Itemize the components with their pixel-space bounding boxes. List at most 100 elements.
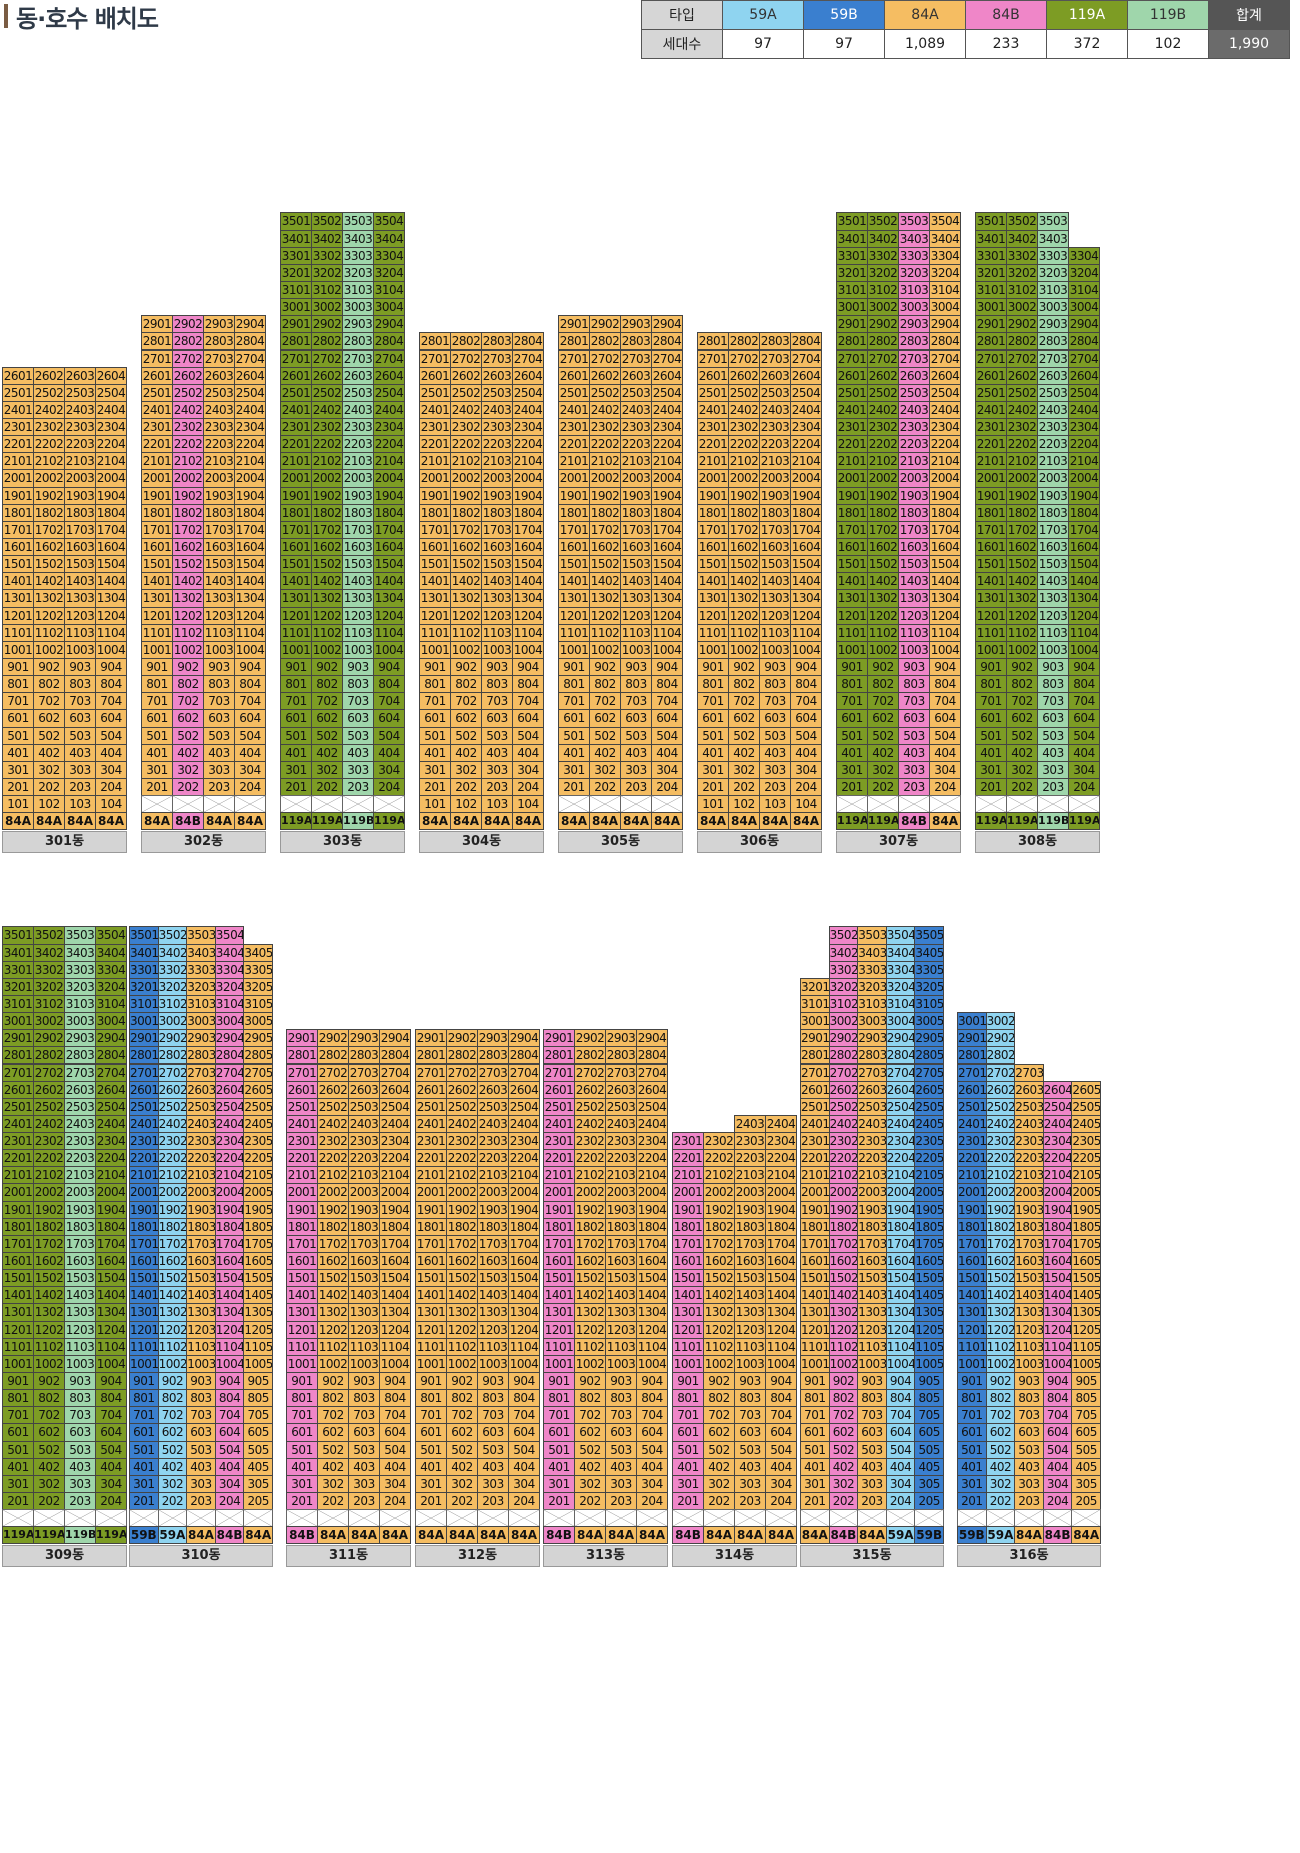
unit-cell: 1301 xyxy=(800,1303,830,1322)
unit-cell: 2402 xyxy=(311,400,343,420)
pilotis-cell xyxy=(446,1509,478,1528)
unit-cell: 1902 xyxy=(446,1200,478,1219)
unit-cell: 1201 xyxy=(129,1320,159,1339)
unit-cell: 504 xyxy=(95,726,127,745)
unit-cell: 1601 xyxy=(129,1252,159,1271)
unit-cell: 1004 xyxy=(885,1354,916,1373)
unit-cell: 301 xyxy=(975,760,1007,779)
unit-cell: 2102 xyxy=(867,452,899,471)
unit-cell: 1202 xyxy=(311,606,343,625)
unit-cell: 1901 xyxy=(129,1200,159,1219)
unit-cell: 1701 xyxy=(543,1234,575,1254)
unit-cell: 2301 xyxy=(697,418,729,437)
unit-cell: 3402 xyxy=(33,943,65,962)
unit-cell: 1702 xyxy=(311,520,343,540)
unit-cell: 2405 xyxy=(243,1114,273,1134)
unit-cell: 2901 xyxy=(415,1029,447,1048)
unit-cell: 1801 xyxy=(836,503,868,522)
pilotis-cell xyxy=(574,1509,606,1528)
unit-cell: 1503 xyxy=(64,555,96,574)
unit-cell: 1501 xyxy=(286,1269,318,1288)
unit-cell: 2101 xyxy=(697,452,729,471)
unit-cell: 2404 xyxy=(929,400,961,420)
unit-cell: 1504 xyxy=(1042,1269,1073,1288)
unit-type-label: 84A xyxy=(33,812,65,831)
unit-cell: 701 xyxy=(2,1406,34,1425)
unit-cell: 1704 xyxy=(790,520,822,540)
unit-cell: 1603 xyxy=(759,538,791,557)
unit-cell: 1005 xyxy=(1071,1354,1101,1373)
unit-cell: 2104 xyxy=(512,452,544,471)
unit-cell: 2403 xyxy=(1037,400,1069,420)
unit-cell: 1301 xyxy=(2,1303,34,1322)
unit-cell: 1301 xyxy=(129,1303,159,1322)
unit-cell: 2801 xyxy=(280,332,312,351)
unit-cell: 2401 xyxy=(2,400,34,420)
unit-cell: 702 xyxy=(867,692,899,711)
unit-cell: 904 xyxy=(373,658,405,677)
unit-cell: 604 xyxy=(885,1423,916,1442)
unit-cell: 2202 xyxy=(828,1149,859,1168)
unit-cell: 1001 xyxy=(543,1354,575,1373)
unit-cell: 204 xyxy=(512,778,544,797)
unit-cell: 1003 xyxy=(1037,640,1069,659)
unit-cell: 2703 xyxy=(1014,1063,1044,1082)
unit-cell: 1201 xyxy=(2,1320,34,1339)
unit-type-label: 119A xyxy=(1068,812,1100,831)
unit-cell: 604 xyxy=(379,1423,411,1442)
unit-cell: 1201 xyxy=(697,606,729,625)
unit-cell: 2701 xyxy=(286,1063,318,1082)
unit-cell: 1602 xyxy=(574,1252,606,1271)
unit-cell: 2301 xyxy=(280,418,312,437)
unit-cell: 404 xyxy=(765,1457,797,1476)
unit-cell: 303 xyxy=(481,760,513,779)
unit-cell: 905 xyxy=(243,1372,273,1391)
unit-cell: 1203 xyxy=(1014,1320,1044,1339)
unit-cell: 2001 xyxy=(672,1183,704,1202)
unit-cell: 1604 xyxy=(790,538,822,557)
unit-cell: 1302 xyxy=(446,1303,478,1322)
unit-cell: 2802 xyxy=(828,1046,859,1065)
unit-cell: 1201 xyxy=(957,1320,987,1339)
pilotis-cell xyxy=(605,1509,637,1528)
unit-cell: 3402 xyxy=(867,229,899,248)
unit-cell: 903 xyxy=(342,658,374,677)
unit-cell: 904 xyxy=(508,1372,540,1391)
unit-cell: 801 xyxy=(975,675,1007,694)
unit-cell: 2604 xyxy=(95,366,127,385)
unit-cell: 1404 xyxy=(234,572,266,591)
unit-cell: 2401 xyxy=(957,1114,987,1134)
unit-cell: 1403 xyxy=(186,1286,216,1305)
unit-cell: 502 xyxy=(172,726,204,745)
unit-cell: 703 xyxy=(734,1406,766,1425)
unit-cell: 204 xyxy=(379,1492,411,1511)
unit-cell: 2502 xyxy=(828,1097,859,1116)
unit-cell: 301 xyxy=(286,1474,318,1493)
unit-cell: 1001 xyxy=(2,640,34,659)
unit-cell: 3004 xyxy=(373,298,405,317)
unit-cell: 2205 xyxy=(1071,1149,1101,1168)
unit-cell: 2905 xyxy=(243,1029,273,1048)
unit-cell: 301 xyxy=(415,1474,447,1493)
unit-cell: 2004 xyxy=(885,1183,916,1202)
unit-cell: 2201 xyxy=(141,435,173,454)
unit-cell: 1503 xyxy=(734,1269,766,1288)
unit-cell: 2003 xyxy=(186,1183,216,1202)
unit-cell: 1804 xyxy=(636,1217,668,1236)
unit-cell: 1003 xyxy=(203,640,235,659)
unit-cell: 503 xyxy=(605,1440,637,1459)
pilotis-cell xyxy=(929,795,961,814)
unit-cell: 1204 xyxy=(379,1320,411,1339)
unit-cell: 1503 xyxy=(342,555,374,574)
unit-cell: 1503 xyxy=(605,1269,637,1288)
unit-cell: 2104 xyxy=(636,1166,668,1185)
unit-cell: 602 xyxy=(33,709,65,728)
unit-cell: 2102 xyxy=(728,452,760,471)
unit-cell: 1901 xyxy=(286,1200,318,1219)
unit-cell: 1502 xyxy=(311,555,343,574)
unit-cell: 3103 xyxy=(857,994,887,1014)
unit-cell: 1805 xyxy=(1071,1217,1101,1236)
unit-cell: 203 xyxy=(342,778,374,797)
unit-cell: 1504 xyxy=(214,1269,245,1288)
unit-cell: 1802 xyxy=(317,1217,349,1236)
